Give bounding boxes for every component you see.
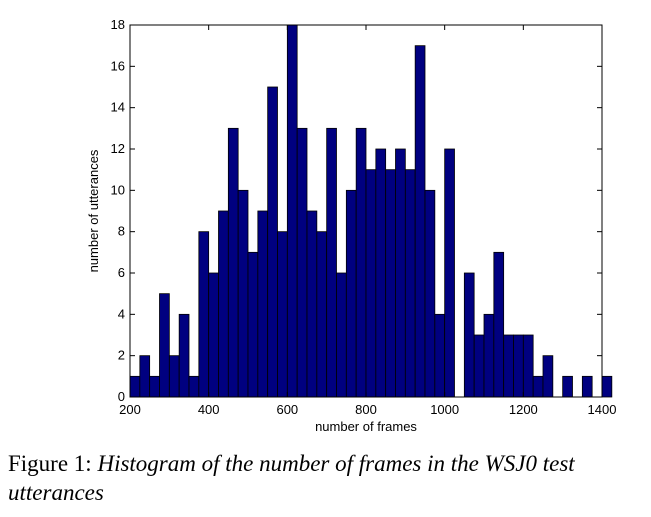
y-tick-label: 2 [118, 348, 125, 363]
histogram-bar [503, 334, 514, 398]
histogram-bar [296, 127, 308, 398]
histogram-bar [316, 231, 328, 398]
histogram-bar [532, 375, 544, 398]
histogram-bar [159, 293, 170, 398]
histogram-bar [473, 334, 485, 398]
y-tick-label: 14 [111, 100, 125, 115]
histogram-bar [277, 231, 288, 398]
histogram-bar [385, 169, 396, 398]
histogram-bar [129, 375, 141, 398]
x-tick-label: 1200 [509, 402, 538, 417]
histogram-bar [542, 355, 554, 398]
histogram-bar [601, 375, 613, 398]
y-tick-label: 0 [118, 389, 125, 404]
y-tick-label: 16 [111, 58, 125, 73]
histogram-bar [581, 375, 593, 398]
histogram-chart: 200 400 600 800 1000 1200 1400024681012141618 … [86, 17, 617, 434]
histogram-bar [522, 334, 534, 398]
histogram-bar [336, 272, 347, 398]
histogram-bar [463, 272, 475, 398]
x-tick-label: 400 [198, 402, 220, 417]
histogram-bar [237, 189, 249, 398]
histogram-bar [444, 148, 455, 398]
histogram-bar [208, 272, 219, 398]
histogram-bar [286, 24, 298, 398]
histogram-bar [306, 210, 318, 398]
histogram-bar [483, 313, 495, 398]
y-tick-label: 6 [118, 265, 125, 280]
x-tick-label: 800 [355, 402, 377, 417]
histogram-bar [414, 45, 426, 398]
histogram-bar [404, 169, 416, 398]
histogram-bar [513, 334, 524, 398]
histogram-bar [562, 375, 573, 398]
x-tick-label: 600 [276, 402, 298, 417]
histogram-bar [247, 251, 259, 398]
y-tick-label: 8 [118, 224, 125, 239]
histogram-bar [493, 251, 505, 398]
histogram-bar [345, 189, 357, 398]
histogram-bar [218, 210, 229, 398]
histogram-bar [168, 355, 180, 398]
x-axis-label: number of frames [315, 419, 417, 434]
histogram-bar [178, 313, 190, 398]
histogram-bar [257, 210, 269, 398]
histogram-bar [375, 148, 387, 398]
x-tick-label: 1400 [588, 402, 617, 417]
histogram-bar [365, 169, 377, 398]
y-tick-label: 12 [111, 141, 125, 156]
histogram-bar [227, 127, 239, 398]
histogram-bar [424, 189, 436, 398]
histogram-bar [139, 355, 151, 398]
histogram-bar [149, 375, 160, 398]
histogram-bar [434, 313, 446, 398]
histogram-bar [355, 127, 367, 398]
y-axis-label: number of utterances [86, 149, 101, 272]
caption-text: Histogram of the number of frames in the… [8, 451, 575, 505]
y-tick-label: 18 [111, 17, 125, 32]
y-tick-label: 4 [118, 306, 125, 321]
figure-caption: Figure 1: Histogram of the number of fra… [8, 449, 644, 507]
histogram-bar [267, 86, 278, 398]
histogram-bar [198, 231, 210, 398]
histogram-bar [326, 127, 337, 398]
y-tick-label: 10 [111, 182, 125, 197]
ticks-group: 200 400 600 800 1000 1200 1400 0 2 4 6 8 10 12 14 16 18 [111, 17, 617, 417]
x-tick-label: 200 [119, 402, 141, 417]
histogram-bar [188, 375, 200, 398]
histogram-bar [395, 148, 406, 398]
caption-prefix: Figure 1: [8, 451, 92, 476]
x-tick-label: 1000 [430, 402, 459, 417]
plot-frame [129, 24, 603, 398]
